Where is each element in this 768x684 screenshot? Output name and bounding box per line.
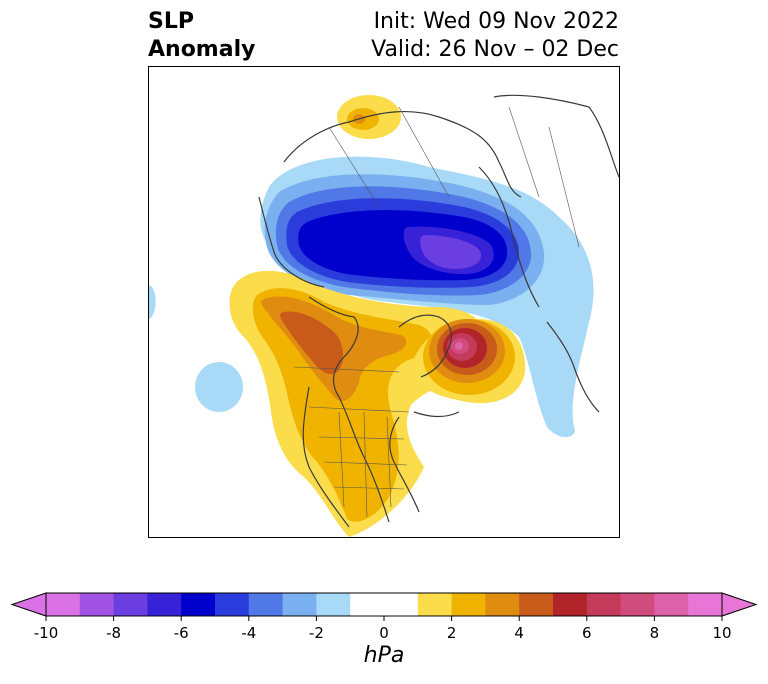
- title-line-1: SLP: [148, 9, 194, 34]
- colorbar-tick-label: 4: [514, 624, 524, 642]
- colorbar: -10 -8 -6 -4 -2 0 2 4 6 8 10: [10, 592, 758, 642]
- colorbar-swatch: [181, 593, 216, 616]
- colorbar-unit-label: hPa: [363, 643, 405, 668]
- colorbar-swatch: [248, 593, 284, 616]
- colorbar-swatch: [553, 593, 588, 616]
- colorbar-tick-label: -10: [34, 624, 59, 642]
- init-date-label: Init: Wed 09 Nov 2022: [373, 9, 619, 34]
- chart-title: SLP Anomaly: [148, 8, 255, 64]
- colorbar-swatch: [586, 593, 622, 616]
- colorbar-swatch: [350, 593, 385, 616]
- colorbar-swatch: [79, 593, 115, 616]
- colorbar-swatch: [113, 593, 148, 616]
- north-america-high-anomaly: [229, 270, 485, 537]
- colorbar-swatch: [46, 593, 81, 616]
- colorbar-swatch: [654, 593, 689, 616]
- coastlines: [258, 94, 619, 528]
- colorbar-swatch: [485, 593, 520, 616]
- colorbar-swatch: [384, 593, 419, 616]
- pacific-low-anomaly: [195, 362, 243, 412]
- colorbar-extend-high: [721, 592, 758, 617]
- colorbar-tick-label: 10: [712, 624, 731, 642]
- colorbar-tick-label: 2: [447, 624, 457, 642]
- scandinavia-high-anomaly: [337, 95, 401, 139]
- run-info: Init: Wed 09 Nov 2022 Valid: 26 Nov – 02…: [371, 8, 619, 64]
- title-line-2: Anomaly: [148, 37, 256, 62]
- colorbar-swatch: [282, 593, 317, 616]
- dateline-edge-anomaly: [149, 285, 156, 319]
- colorbar-swatch: [620, 593, 655, 616]
- colorbar-extend-low: [10, 592, 47, 617]
- colorbar-tick-label: -6: [174, 624, 189, 642]
- colorbar-tick-label: -4: [241, 624, 256, 642]
- colorbar-tick-label: -2: [309, 624, 324, 642]
- valid-range-label: Valid: 26 Nov – 02 Dec: [371, 37, 619, 62]
- colorbar-swatch: [519, 593, 554, 616]
- colorbar-tick-label: 6: [582, 624, 592, 642]
- colorbar-tick-label: 0: [379, 624, 389, 642]
- colorbar-swatch: [688, 593, 723, 616]
- colorbar-swatch: [451, 593, 486, 616]
- colorbar-swatch: [215, 593, 250, 616]
- anomaly-map: [149, 94, 619, 537]
- colorbar-tick-label: 8: [650, 624, 660, 642]
- colorbar-swatch: [147, 593, 182, 616]
- colorbar-swatch: [316, 593, 351, 616]
- colorbar-tick-label: -8: [106, 624, 121, 642]
- borders: [293, 106, 580, 518]
- colorbar-swatch: [417, 593, 453, 616]
- map-panel: [148, 66, 620, 538]
